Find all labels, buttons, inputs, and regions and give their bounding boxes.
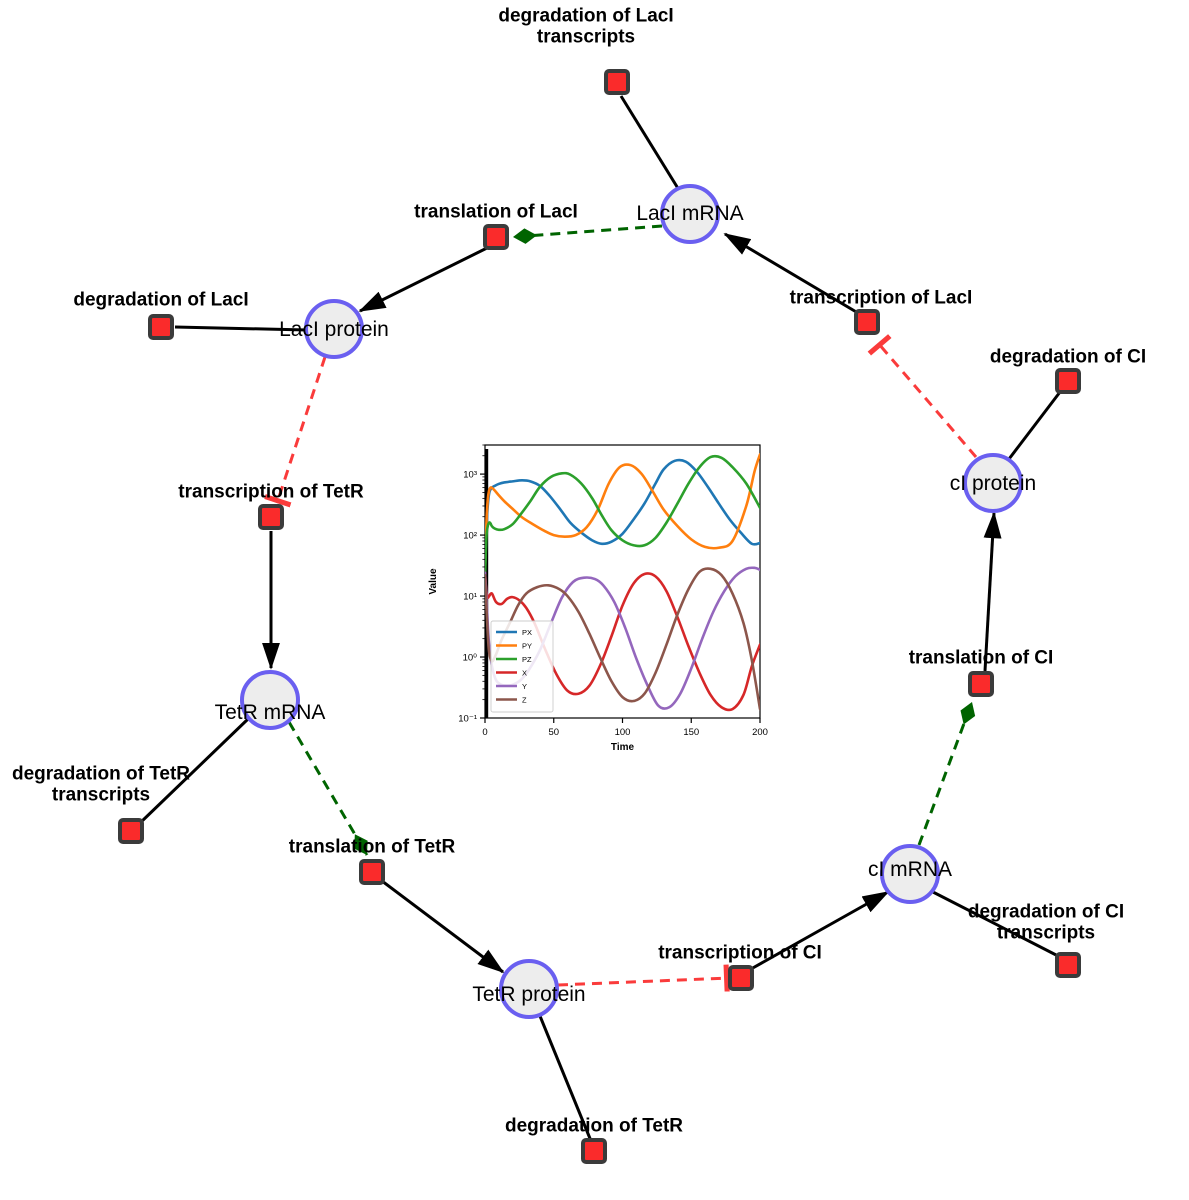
series-line-x [485,571,760,712]
edge-deg_laci_tx-to-laci_mrna [619,95,681,191]
reaction-node-degradation-laci[interactable] [148,314,174,340]
x-tick-label: 50 [548,727,559,738]
edge-tl_ci-to-ci_prot [983,511,1002,672]
legend-label-z: Z [522,696,527,705]
x-tick-label: 100 [615,727,631,738]
edge-tx_ci-to-ci_mrna [750,890,890,971]
x-tick-label: 150 [683,727,699,738]
edge-tetr_prot-to-deg_tetr [538,1015,593,1142]
reaction-node-translation-laci[interactable] [483,224,509,250]
edge-ci_mrna-to-deg_ci_tx [930,889,1061,959]
inset-chart-panel: 10⁻¹ 10⁰ 10¹ 10² 10³ 0 50 100 150 200 Time Value PX P… [414,425,780,755]
edge-deg_laci-to-laci_prot [174,325,308,332]
species-node-ci-mrna[interactable] [880,844,940,904]
series-line-py [485,453,760,574]
x-axis-title: Time [611,742,635,753]
legend-label-y: Y [522,682,527,691]
chart-legend [490,620,554,713]
legend-label-x: X [522,669,527,678]
edge-tetr_mrna-to-deg_tetr_tx [138,717,250,825]
edge-tl_tetr-to-tetr_prot [381,879,505,974]
y-tick-label: 10³ [463,470,477,481]
series-line-pz [485,454,760,579]
legend-label-py: PY [522,642,532,651]
species-node-laci-mrna[interactable] [660,184,720,244]
species-node-tetr-mrna[interactable] [240,670,300,730]
reaction-node-deg-ci-transcripts[interactable] [1055,952,1081,978]
reaction-node-deg-laci-transcripts[interactable] [604,69,630,95]
timecourse-plot: 10⁻¹ 10⁰ 10¹ 10² 10³ 0 50 100 150 200 Time Value PX P… [428,444,768,753]
edge-laci_prot-to-tx_tetr [264,356,327,508]
legend-label-pz: PZ [522,655,532,664]
edge-ci_prot-to-tx_laci [867,334,978,458]
species-node-ci-protein[interactable] [963,453,1023,513]
y-tick-label: 10¹ [463,592,477,603]
edge-tx_laci-to-laci_mrna [723,232,859,315]
reaction-node-degradation-ci[interactable] [1055,368,1081,394]
y-tick-label: 10⁻¹ [458,714,477,725]
edge-tl_laci-to-laci_prot [358,246,488,313]
edge-deg_ci-to-ci_prot [1007,391,1062,460]
reaction-node-translation-ci[interactable] [968,671,994,697]
reaction-node-transcription-tetr[interactable] [258,504,284,530]
reaction-node-deg-tetr-transcripts[interactable] [118,818,144,844]
edge-laci_mrna-to-tl_laci [512,224,663,244]
species-node-tetr-protein[interactable] [499,959,559,1019]
reaction-node-transcription-laci[interactable] [854,309,880,335]
reaction-node-degradation-tetr[interactable] [581,1138,607,1164]
edge-tetr_prot-to-tx_ci [557,964,730,992]
edge-ci_mrna-to-tl_ci [917,701,976,846]
series-line-px [485,458,760,574]
species-node-layer [240,184,1023,1019]
x-tick-label: 200 [752,727,768,738]
y-tick-label: 10² [463,531,477,542]
edge-tetr_mrna-to-tl_tetr [287,721,369,856]
x-tick-label: 0 [482,727,487,738]
y-axis-title: Value [428,568,439,595]
reaction-node-layer [118,69,1081,1164]
y-tick-label: 10⁰ [463,653,478,664]
species-node-laci-protein[interactable] [304,299,364,359]
legend-label-px: PX [522,628,532,637]
reaction-node-transcription-ci[interactable] [728,965,754,991]
reaction-node-translation-tetr[interactable] [359,859,385,885]
edge-layer [138,95,1062,1142]
